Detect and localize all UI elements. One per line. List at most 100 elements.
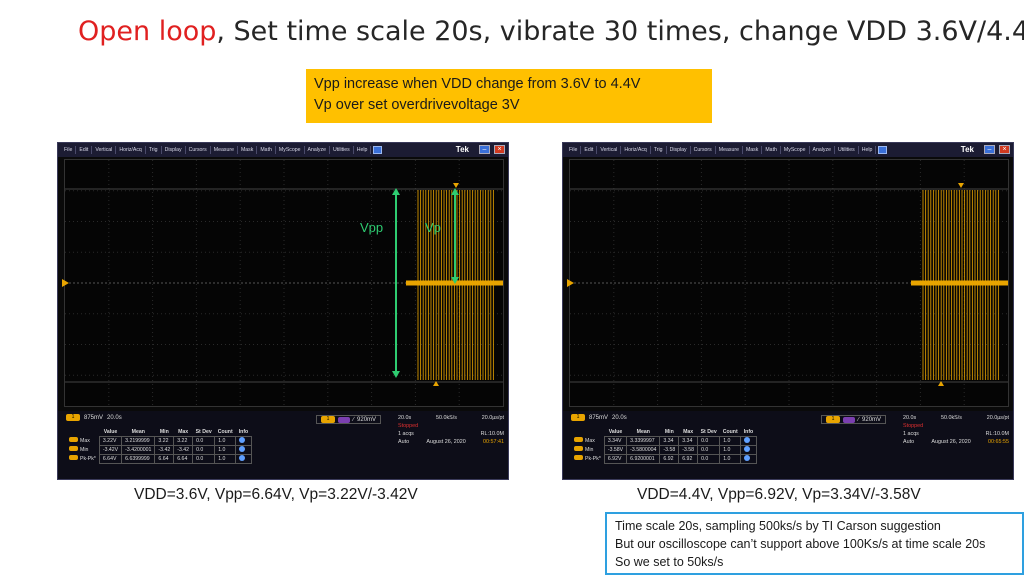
meas-cell: 6.64 [173, 453, 194, 464]
menu-item-display[interactable]: Display [667, 146, 691, 154]
menu-item-trig[interactable]: Trig [651, 146, 667, 154]
meas-header: St Dev [700, 429, 717, 436]
meas-cell: 6.64V [98, 453, 123, 464]
menu-item-myscope[interactable]: MyScope [276, 146, 305, 154]
minimize-button[interactable]: – [479, 145, 490, 154]
menu-item-horizacq[interactable]: Horiz/Acq [621, 146, 651, 154]
menu-item-math[interactable]: Math [257, 146, 276, 154]
menu-item-analyze[interactable]: Analyze [810, 146, 835, 154]
meas-cell: 0.0 [697, 444, 721, 455]
page-title: Open loop, Set time scale 20s, vibrate 3… [78, 16, 1024, 47]
channel-chip-icon [574, 455, 583, 460]
trigger-readout[interactable]: 1 ∕ 920mV [316, 415, 382, 424]
meas-row: Pk-Pk* 6.64V 6.6399999 6.64 6.64 0.0 1.0 [66, 453, 252, 464]
scope-readout-panel: 1 875mV 20.0s 1 ∕ 920mV 20.0s 50.0kS/s 20.0µ… [58, 411, 508, 479]
menu-item-edit[interactable]: Edit [581, 146, 598, 154]
info-icon[interactable] [744, 445, 751, 452]
info-cell[interactable] [235, 453, 252, 464]
meas-cell: 3.22 [173, 435, 194, 446]
info-cell[interactable] [740, 444, 757, 455]
acq-state: Stopped [398, 423, 419, 429]
menu-item-vertical[interactable]: Vertical [597, 146, 622, 154]
meas-row-label: Pk-Pk* [571, 454, 604, 463]
meas-cell: 6.9200001 [626, 453, 661, 464]
trigger-marker-top-icon [958, 183, 964, 188]
meas-header: Mean [636, 429, 650, 436]
measurement-table: Value Mean Min Max St Dev Count Info Max 3.22V… [66, 429, 252, 464]
close-button[interactable]: × [999, 145, 1010, 154]
menu-item-myscope[interactable]: MyScope [781, 146, 810, 154]
trigger-marker-top-icon [453, 183, 459, 188]
trigger-slope-icon [338, 416, 350, 423]
info-icon[interactable] [239, 454, 246, 461]
info-icon[interactable] [239, 445, 246, 452]
meas-header: Mean [131, 429, 145, 436]
menu-item-cursors[interactable]: Cursors [691, 146, 716, 154]
info-cell[interactable] [235, 435, 252, 446]
meas-cell: -3.58 [678, 444, 699, 455]
menu-item-file[interactable]: File [61, 146, 77, 154]
meas-row-label: Max [571, 436, 604, 445]
menu-item-edit[interactable]: Edit [76, 146, 93, 154]
menu-item-analyze[interactable]: Analyze [305, 146, 330, 154]
meas-header: Count [217, 429, 233, 436]
vp-arrowhead-top-icon [451, 188, 459, 195]
menu-item-display[interactable]: Display [162, 146, 186, 154]
meas-header: Min [664, 429, 674, 436]
channel-readout[interactable]: 1 875mV 20.0s [66, 414, 122, 421]
meas-cell: 0.0 [192, 435, 216, 446]
info-icon[interactable] [744, 436, 751, 443]
menu-item-utilities[interactable]: Utilities [835, 146, 859, 154]
menu-item-measure[interactable]: Measure [716, 146, 743, 154]
meas-cell: 3.34 [678, 435, 699, 446]
trigger-readout[interactable]: 1 ∕ 920mV [821, 415, 887, 424]
help-logo-icon[interactable] [878, 146, 888, 154]
meas-cell: 3.34 [659, 435, 680, 446]
meas-header: Value [103, 429, 118, 436]
note-line-2: Vp over set overdrivevoltage 3V [314, 97, 520, 113]
title-rest: , Set time scale 20s, vibrate 30 times, … [216, 16, 1024, 47]
menu-item-mask[interactable]: Mask [743, 146, 763, 154]
menu-item-file[interactable]: File [566, 146, 582, 154]
menu-item-help[interactable]: Help [354, 146, 372, 154]
info-icon[interactable] [239, 436, 246, 443]
menu-item-help[interactable]: Help [859, 146, 877, 154]
info-cell[interactable] [235, 444, 252, 455]
channel-1-badge[interactable]: 1 [66, 414, 80, 421]
meas-row-label: Max [66, 436, 99, 445]
meas-cell: 1.0 [719, 435, 742, 446]
menu-item-measure[interactable]: Measure [211, 146, 238, 154]
channel-1-badge[interactable]: 1 [571, 414, 585, 421]
acquisition-readout[interactable]: 20.0s 50.0kS/s 20.0µs/pt Stopped 1 acqs RL:… [398, 415, 504, 445]
info-icon[interactable] [744, 454, 751, 461]
close-button[interactable]: × [494, 145, 505, 154]
meas-cell: -3.5800004 [626, 444, 661, 455]
menu-item-vertical[interactable]: Vertical [92, 146, 117, 154]
meas-header: Info [238, 429, 249, 436]
info-cell[interactable] [740, 453, 757, 464]
meas-header: Value [608, 429, 623, 436]
channel-readout[interactable]: 1 875mV 20.0s [571, 414, 627, 421]
meas-cell: 6.92 [678, 453, 699, 464]
menu-item-math[interactable]: Math [762, 146, 781, 154]
channel-chip-icon [574, 446, 583, 451]
meas-cell: 1.0 [719, 444, 742, 455]
brand-logo: Tek [960, 145, 974, 154]
meas-row: Max 3.22V 3.2199999 3.22 3.22 0.0 1.0 [66, 435, 252, 446]
meas-header: Count [722, 429, 738, 436]
menu-item-horizacq[interactable]: Horiz/Acq [116, 146, 146, 154]
measurement-table: Value Mean Min Max St Dev Count Info Max 3.34V… [571, 429, 757, 464]
acquisition-readout[interactable]: 20.0s 50.0kS/s 20.0µs/pt Stopped 1 acqs RL:… [903, 415, 1009, 445]
meas-cell: -3.42 [154, 444, 175, 455]
menu-item-utilities[interactable]: Utilities [330, 146, 354, 154]
menu-item-trig[interactable]: Trig [146, 146, 162, 154]
minimize-button[interactable]: – [984, 145, 995, 154]
info-cell[interactable] [740, 435, 757, 446]
meas-header: Max [178, 429, 189, 436]
menu-item-mask[interactable]: Mask [238, 146, 258, 154]
meas-cell: 3.22V [98, 435, 123, 446]
meas-header: Max [683, 429, 694, 436]
menu-item-cursors[interactable]: Cursors [186, 146, 211, 154]
help-logo-icon[interactable] [373, 146, 383, 154]
meas-row: Min -3.58V -3.5800004 -3.58 -3.58 0.0 1.0 [571, 444, 757, 455]
